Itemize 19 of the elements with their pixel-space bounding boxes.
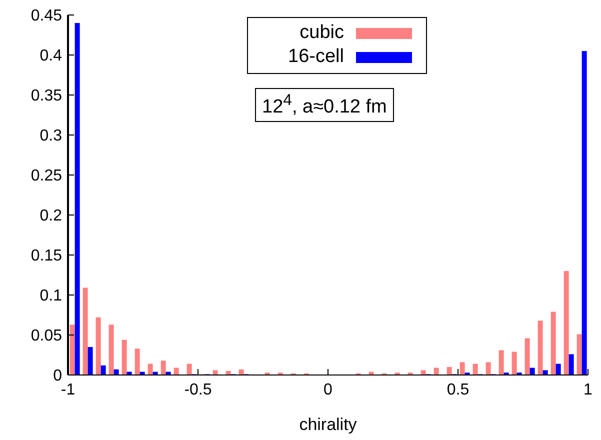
x-tick-label: 0.5 [446, 381, 470, 398]
x-axis-title: chirality [299, 415, 358, 434]
x-tick-label: 0 [324, 381, 333, 398]
x-tick-label: -1 [60, 381, 76, 398]
x-tick-label: 1 [584, 381, 593, 398]
y-tick-label: 0.15 [30, 248, 62, 265]
y-tick-label: 0 [53, 368, 62, 385]
legend-label: cubic [300, 22, 344, 44]
y-tick-label: 0.3 [40, 128, 62, 145]
y-tick-label: 0.2 [40, 208, 62, 225]
y-tick-label: 0.05 [30, 328, 62, 345]
y-tick-label: 0.4 [40, 48, 62, 65]
annotation: 12$^{4}$, a≈0.12 fm [255, 88, 394, 122]
y-tick-label: 0.1 [40, 288, 62, 305]
y-tick-label: 0.45 [30, 8, 62, 25]
legend-label: 16-cell [288, 46, 344, 68]
y-tick-label: 0.35 [30, 88, 62, 105]
x-tick-label: -0.5 [184, 381, 212, 398]
y-tick-label: 0.25 [30, 168, 62, 185]
